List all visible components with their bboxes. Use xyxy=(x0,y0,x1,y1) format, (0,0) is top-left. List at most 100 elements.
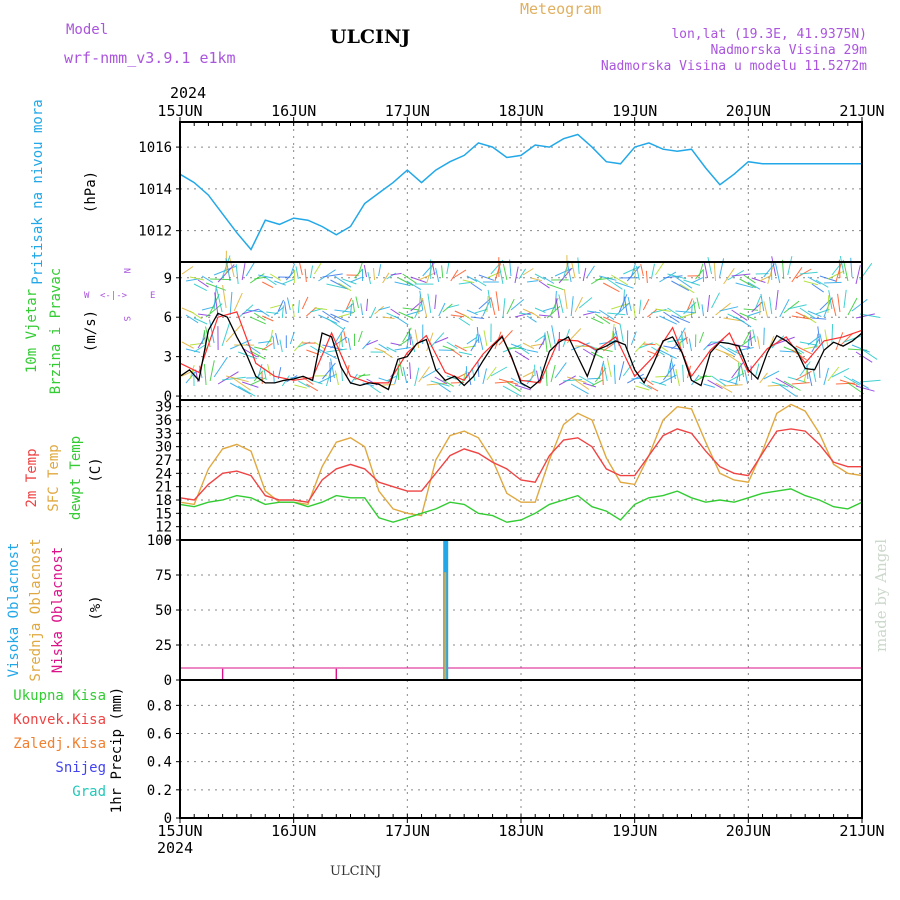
wind-direction-arrow xyxy=(294,384,307,389)
wind-direction-arrow xyxy=(446,261,450,275)
wind-direction-arrow xyxy=(229,382,251,395)
wind-direction-arrow xyxy=(450,314,465,318)
top-xtick-label: 19JUN xyxy=(612,102,657,120)
wind-direction-arrow xyxy=(614,302,630,317)
wind-direction-arrow xyxy=(522,268,534,276)
wind-direction-arrow xyxy=(358,374,371,377)
top-xtick-label: 15JUN xyxy=(157,102,202,120)
wind-direction-arrow xyxy=(394,281,411,287)
wind-direction-arrow xyxy=(818,360,821,379)
wind-direction-arrow xyxy=(663,275,683,279)
wind-direction-arrow xyxy=(544,334,548,353)
wind-speed-line xyxy=(179,312,863,391)
wind-direction-arrow xyxy=(542,276,555,284)
wind-direction-arrow xyxy=(835,263,842,283)
wind-direction-arrow xyxy=(534,307,546,313)
top-xtick-label: 18JUN xyxy=(498,102,543,120)
wind-direction-arrow xyxy=(258,274,272,279)
wind-direction-arrow xyxy=(502,385,521,397)
top-xtick-label: 20JUN xyxy=(726,102,771,120)
wind-direction-arrow xyxy=(843,335,862,343)
wind-direction-arrow xyxy=(334,275,352,288)
wind-direction-arrow xyxy=(241,347,258,358)
wind-direction-arrow xyxy=(795,345,813,355)
wind-direction-arrow xyxy=(458,281,473,285)
wind-direction-arrow xyxy=(563,379,583,382)
wind-direction-arrow xyxy=(418,295,421,315)
wind-direction-arrow xyxy=(250,316,267,325)
wind-direction-arrow xyxy=(687,298,693,311)
cloud-mid-axis-name: Srednja Oblacnost xyxy=(28,538,44,681)
wind-direction-arrow xyxy=(835,332,844,351)
wind-direction-arrow xyxy=(558,294,564,314)
wind-direction-arrow xyxy=(654,261,665,276)
wind-direction-arrow xyxy=(779,298,790,318)
wind-direction-arrow xyxy=(711,375,727,387)
wind-direction-arrow xyxy=(839,379,858,386)
wind-direction-arrow xyxy=(217,371,239,385)
wind-direction-arrow xyxy=(313,262,322,275)
wind-direction-arrow xyxy=(615,281,634,289)
wind-direction-arrow xyxy=(659,349,677,360)
wind-direction-arrow xyxy=(414,329,420,349)
wind-direction-arrow xyxy=(759,274,772,282)
wind-direction-arrow xyxy=(306,383,319,392)
wind-direction-arrow xyxy=(398,359,404,377)
wind-direction-arrow xyxy=(855,351,873,363)
temp-ytick-label: 33 xyxy=(155,426,172,442)
wind-direction-arrow xyxy=(486,296,489,313)
wind-direction-arrow xyxy=(205,303,223,318)
temp-ytick-label: 9 xyxy=(164,533,172,549)
wind-direction-arrow xyxy=(233,378,251,391)
wind-direction-arrow xyxy=(185,348,201,353)
wind-direction-arrow xyxy=(221,323,230,347)
wind-direction-arrow xyxy=(254,276,268,280)
wind-direction-arrow xyxy=(442,379,454,387)
wind-direction-arrow xyxy=(506,381,521,392)
wind-direction-arrow xyxy=(775,263,781,284)
wind-direction-arrow xyxy=(601,366,604,386)
wind-direction-arrow xyxy=(486,366,497,381)
wind-direction-arrow xyxy=(358,262,363,275)
wind-direction-arrow xyxy=(623,265,641,275)
wind-direction-arrow xyxy=(755,295,762,309)
wind-direction-arrow xyxy=(409,362,412,380)
wind-direction-arrow xyxy=(715,382,733,393)
wind-direction-arrow xyxy=(201,331,205,345)
wind-direction-arrow xyxy=(193,317,208,325)
wind-direction-arrow xyxy=(538,337,546,350)
wind-ytick-label: 3 xyxy=(164,350,172,366)
wind-direction-arrow xyxy=(651,346,665,356)
wind-direction-arrow xyxy=(197,337,206,349)
wind-direction-arrow xyxy=(209,319,215,344)
compass-e: E xyxy=(150,291,155,301)
wind-direction-arrow xyxy=(326,283,347,289)
wind-direction-arrow xyxy=(306,349,320,355)
wind-direction-arrow xyxy=(530,368,535,381)
wind-direction-arrow xyxy=(594,313,611,325)
wind-direction-arrow xyxy=(655,375,671,378)
wind-direction-arrow xyxy=(819,333,825,352)
wind-direction-arrow xyxy=(326,317,344,330)
wind-direction-arrow xyxy=(378,377,391,383)
wind-direction-arrow xyxy=(611,302,630,310)
wind-direction-arrow xyxy=(297,300,300,314)
wind-direction-arrow xyxy=(855,313,875,319)
dewpt-line xyxy=(179,488,863,523)
wind-direction-arrow xyxy=(663,311,680,324)
wind-direction-arrow xyxy=(284,301,287,315)
wind-direction-arrow xyxy=(325,366,333,387)
wind-direction-arrow xyxy=(330,336,348,349)
wind-direction-arrow xyxy=(815,308,830,315)
bottom-xtick-label: 18JUN xyxy=(498,822,543,840)
wind-direction-arrow xyxy=(695,374,707,382)
wind-direction-arrow xyxy=(262,281,274,289)
wind-direction-arrow xyxy=(671,336,688,350)
wind-direction-arrow xyxy=(302,376,314,385)
wind-direction-arrow xyxy=(775,377,794,389)
wind-direction-arrow xyxy=(740,362,745,378)
wind-direction-arrow xyxy=(574,296,583,313)
wind-direction-arrow xyxy=(418,272,437,281)
wind-direction-arrow xyxy=(289,263,295,277)
